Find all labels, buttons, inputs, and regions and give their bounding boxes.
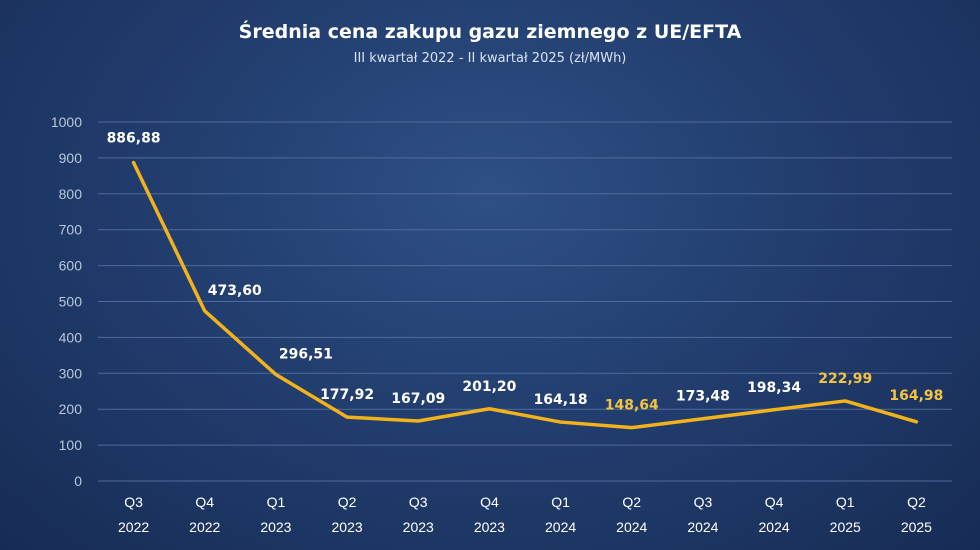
x-tick-year: 2022 — [189, 519, 220, 535]
data-labels: 886,88 473,60 296,51 177,92 167,09 201,20 164,… — [107, 131, 944, 414]
x-tick-label: Q1 — [267, 494, 286, 510]
data-label: 296,51 — [279, 347, 333, 363]
x-tick-year: 2024 — [616, 519, 647, 535]
x-tick-label: Q2 — [622, 494, 641, 510]
x-tick-label: Q4 — [480, 494, 499, 510]
x-tick-label: Q3 — [694, 494, 713, 510]
series-line — [131, 160, 919, 430]
x-tick-label: Q2 — [907, 494, 926, 510]
x-axis: Q3 2022 Q4 2022 Q1 2023 Q2 2023 Q3 2023 Q4 2023 Q1 20… — [118, 494, 932, 535]
y-tick-label: 0 — [74, 473, 82, 489]
x-tick-year: 2024 — [545, 519, 576, 535]
y-tick-label: 500 — [59, 294, 83, 310]
data-label: 148,64 — [605, 398, 659, 414]
x-tick-label: Q4 — [195, 494, 214, 510]
x-tick-year: 2023 — [474, 519, 505, 535]
y-axis: 0 100 200 300 400 500 600 700 800 900 1000 — [51, 114, 82, 489]
data-label: 198,34 — [747, 380, 801, 396]
x-tick-label: Q3 — [409, 494, 428, 510]
y-tick-label: 700 — [59, 222, 83, 238]
y-tick-label: 400 — [59, 329, 83, 345]
data-label: 164,18 — [534, 392, 588, 408]
y-tick-label: 200 — [59, 401, 83, 417]
data-label: 222,99 — [818, 371, 872, 387]
x-tick-year: 2024 — [687, 519, 718, 535]
chart-subtitle: III kwartał 2022 - II kwartał 2025 (zł/M… — [354, 51, 627, 66]
x-tick-label: Q4 — [765, 494, 784, 510]
x-tick-label: Q1 — [551, 494, 570, 510]
y-tick-label: 900 — [59, 150, 83, 166]
x-tick-year: 2022 — [118, 519, 149, 535]
x-tick-year: 2023 — [403, 519, 434, 535]
x-tick-label: Q3 — [124, 494, 143, 510]
gridlines — [98, 121, 952, 482]
x-tick-label: Q2 — [338, 494, 357, 510]
y-tick-label: 1000 — [51, 114, 82, 130]
chart-title: Średnia cena zakupu gazu ziemnego z UE/E… — [239, 19, 742, 43]
data-label: 473,60 — [208, 283, 262, 299]
data-label: 886,88 — [107, 131, 161, 147]
x-tick-year: 2024 — [759, 519, 790, 535]
data-label: 164,98 — [889, 388, 943, 404]
y-tick-label: 100 — [59, 437, 83, 453]
data-label: 177,92 — [320, 387, 374, 403]
x-tick-year: 2025 — [901, 519, 932, 535]
data-label: 201,20 — [462, 379, 516, 395]
x-tick-year: 2023 — [332, 519, 363, 535]
x-tick-year: 2023 — [260, 519, 291, 535]
x-tick-year: 2025 — [830, 519, 861, 535]
data-label: 173,48 — [676, 389, 730, 405]
data-label: 167,09 — [391, 391, 445, 407]
y-tick-label: 800 — [59, 186, 83, 202]
y-tick-label: 300 — [59, 365, 83, 381]
x-tick-label: Q1 — [836, 494, 855, 510]
y-tick-label: 600 — [59, 258, 83, 274]
